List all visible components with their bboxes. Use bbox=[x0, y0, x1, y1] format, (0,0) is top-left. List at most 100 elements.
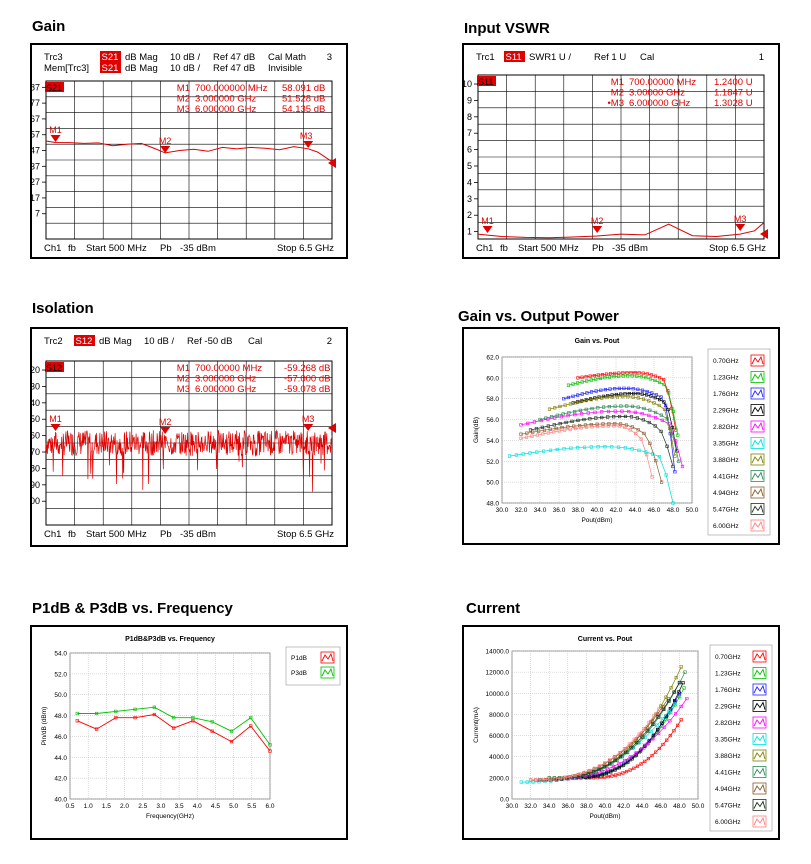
y-tick-label: 52.0 bbox=[54, 671, 67, 678]
y-tick-label: 50.0 bbox=[54, 692, 67, 699]
marker-value: 1.3028 U bbox=[714, 98, 753, 109]
footer-power: -35 dBm bbox=[180, 243, 216, 254]
data-point bbox=[538, 417, 542, 422]
footer-channel: Ch1 bbox=[44, 243, 61, 254]
data-point bbox=[662, 725, 666, 729]
data-point bbox=[582, 417, 586, 422]
data-point bbox=[606, 394, 610, 398]
scale-label: 1 U / bbox=[551, 52, 571, 63]
data-point bbox=[606, 409, 611, 414]
data-point bbox=[576, 418, 580, 423]
param-badge: S11 bbox=[506, 52, 522, 63]
data-point bbox=[672, 690, 676, 694]
legend-swatch bbox=[752, 766, 767, 778]
marker-name: •M3 bbox=[607, 98, 624, 109]
footer-fb: fb bbox=[68, 243, 76, 254]
isolation-chart: Trc2 S12 dB Mag 10 dB / Ref -50 dB Cal 2 S12 -20… bbox=[22, 335, 336, 540]
data-point bbox=[604, 771, 609, 776]
y-tick-label: 48.0 bbox=[54, 713, 67, 720]
data-point bbox=[586, 411, 590, 415]
data-point bbox=[607, 758, 612, 762]
data-point bbox=[586, 772, 590, 776]
data-point bbox=[634, 751, 638, 755]
data-point bbox=[623, 392, 627, 396]
data-point bbox=[191, 716, 195, 720]
marker-value: 58.091 dB bbox=[282, 83, 325, 94]
legend-swatch bbox=[750, 354, 765, 367]
legend-line bbox=[753, 816, 766, 826]
data-point bbox=[553, 416, 557, 420]
data-point bbox=[519, 436, 523, 440]
data-point bbox=[615, 395, 620, 399]
data-point bbox=[632, 766, 636, 770]
legend-label: 1.76GHz bbox=[713, 391, 739, 398]
series-line bbox=[530, 708, 660, 781]
data-point bbox=[645, 729, 649, 733]
footer-channel: Ch1 bbox=[476, 243, 493, 254]
p1db-chart: P1dB&P3dB vs. Frequency 0.5 1.0 1.5 2.0 2.5 3.… bbox=[41, 636, 341, 820]
data-point bbox=[624, 423, 629, 427]
data-point bbox=[666, 389, 670, 393]
data-point bbox=[678, 680, 682, 684]
data-point bbox=[677, 681, 682, 685]
data-point bbox=[642, 726, 646, 731]
legend-swatch bbox=[752, 749, 767, 762]
data-point bbox=[210, 729, 214, 733]
data-point bbox=[514, 453, 519, 457]
data-point bbox=[661, 716, 665, 721]
data-point bbox=[645, 742, 649, 746]
data-point bbox=[665, 417, 669, 421]
footer-power: -35 dBm bbox=[180, 529, 216, 540]
data-point bbox=[681, 681, 685, 685]
marker-name: M1 bbox=[611, 77, 624, 88]
heading-p1db: P1dB & P3dB vs. Frequency bbox=[32, 600, 233, 617]
data-point bbox=[636, 396, 640, 400]
marker-freq: 6.000000 GHz bbox=[195, 384, 257, 395]
legend-swatch bbox=[750, 404, 765, 416]
data-point bbox=[648, 377, 653, 381]
data-point bbox=[621, 395, 625, 399]
data-point bbox=[616, 374, 621, 378]
data-point bbox=[652, 733, 656, 737]
trace-line bbox=[45, 140, 333, 163]
data-point bbox=[75, 719, 79, 723]
marker-label: M2 bbox=[159, 417, 172, 427]
data-point bbox=[610, 395, 614, 399]
data-point bbox=[653, 374, 658, 378]
x-tick-label: 6.0 bbox=[265, 803, 274, 810]
legend-line bbox=[753, 651, 766, 661]
data-point bbox=[668, 733, 672, 738]
trace-badge-bg bbox=[477, 76, 496, 86]
data-point bbox=[637, 448, 641, 452]
data-point bbox=[114, 716, 118, 720]
heading-current: Current bbox=[466, 600, 521, 617]
legend-line bbox=[751, 405, 764, 414]
legend-line bbox=[751, 504, 764, 513]
data-point bbox=[617, 762, 621, 766]
data-point bbox=[617, 371, 621, 375]
data-point bbox=[662, 382, 666, 387]
data-point bbox=[603, 775, 607, 779]
data-point bbox=[668, 719, 672, 723]
data-point bbox=[600, 410, 604, 414]
data-point bbox=[656, 731, 661, 735]
data-point bbox=[647, 399, 651, 403]
data-point bbox=[610, 445, 614, 449]
data-point bbox=[558, 422, 562, 426]
x-tick-label: 38.0 bbox=[580, 803, 593, 810]
data-point bbox=[191, 719, 195, 723]
y-tick-label: 9 bbox=[467, 95, 472, 105]
marker-freq: 700.00000 MHz bbox=[195, 363, 262, 374]
marker-value: -57.000 dB bbox=[284, 374, 330, 385]
data-point bbox=[613, 387, 617, 391]
data-point bbox=[630, 404, 635, 408]
format-label: SWR bbox=[529, 52, 551, 63]
data-point bbox=[557, 429, 561, 433]
data-point bbox=[588, 768, 592, 773]
data-point bbox=[555, 413, 559, 417]
data-point bbox=[566, 414, 570, 418]
data-point bbox=[640, 735, 644, 739]
data-point bbox=[674, 428, 678, 432]
legend-swatch bbox=[752, 683, 767, 696]
x-tick-label: 40.0 bbox=[599, 803, 612, 810]
